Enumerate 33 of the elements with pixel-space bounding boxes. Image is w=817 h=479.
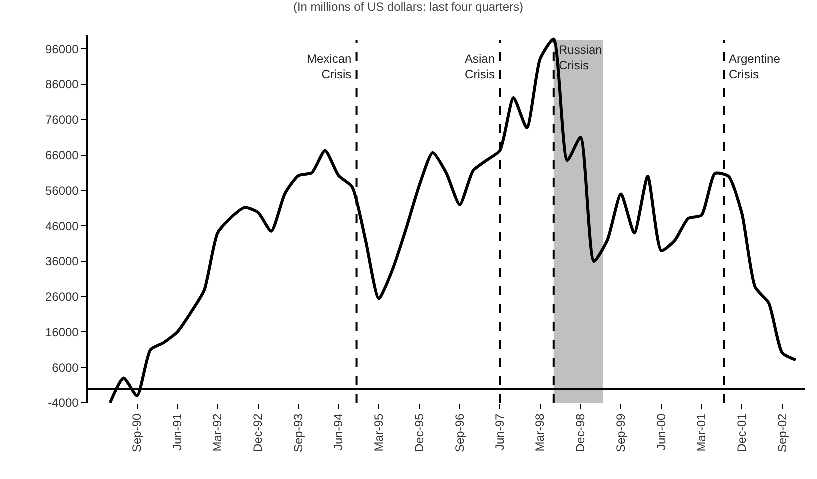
x-tick-label: Jun-00 — [654, 413, 668, 451]
x-tick-label: Dec-01 — [735, 413, 750, 452]
x-tick-label: Mar-01 — [694, 413, 709, 452]
x-tick-label: Dec-95 — [412, 413, 426, 452]
x-tick-label: Mar-98 — [533, 413, 548, 452]
x-tick-label: Sep-96 — [452, 413, 467, 453]
x-tick-label: Sep-93 — [292, 413, 306, 453]
chart-title: (In millions of US dollars: last four quarters) — [293, 0, 524, 14]
y-tick-label: 46000 — [45, 219, 80, 234]
x-tick-label: Mar-95 — [372, 413, 386, 452]
y-tick-label: 26000 — [45, 290, 80, 304]
x-tick-label: Sep-99 — [614, 413, 628, 453]
x-tick-label: Dec-98 — [574, 413, 588, 452]
band-label: Russian Crisis — [559, 43, 602, 73]
x-tick-label: Sep-02 — [775, 413, 790, 453]
x-tick-label: Mar-92 — [210, 413, 225, 452]
y-tick-label: 56000 — [45, 184, 80, 198]
y-tick-label: 36000 — [45, 254, 80, 269]
y-tick-label: 16000 — [45, 325, 80, 340]
x-tick-label: Jun-97 — [493, 413, 508, 451]
ref-line-label: Asian Crisis — [465, 52, 496, 82]
y-tick-label: 6000 — [52, 360, 80, 375]
y-tick-label: 96000 — [45, 42, 80, 56]
x-tick-label: Sep-90 — [130, 413, 144, 453]
x-tick-label: Jun-91 — [170, 413, 184, 451]
x-tick-label: Dec-92 — [251, 413, 266, 452]
y-tick-label: -4000 — [48, 396, 80, 410]
ref-line-label: Mexican Crisis — [307, 52, 352, 82]
y-tick-label: 76000 — [45, 113, 80, 128]
x-tick-label: Jun-94 — [332, 413, 346, 451]
y-tick-label: 66000 — [45, 148, 80, 163]
y-tick-label: 86000 — [45, 78, 80, 92]
ref-line-label: Argentine Crisis — [729, 52, 781, 82]
